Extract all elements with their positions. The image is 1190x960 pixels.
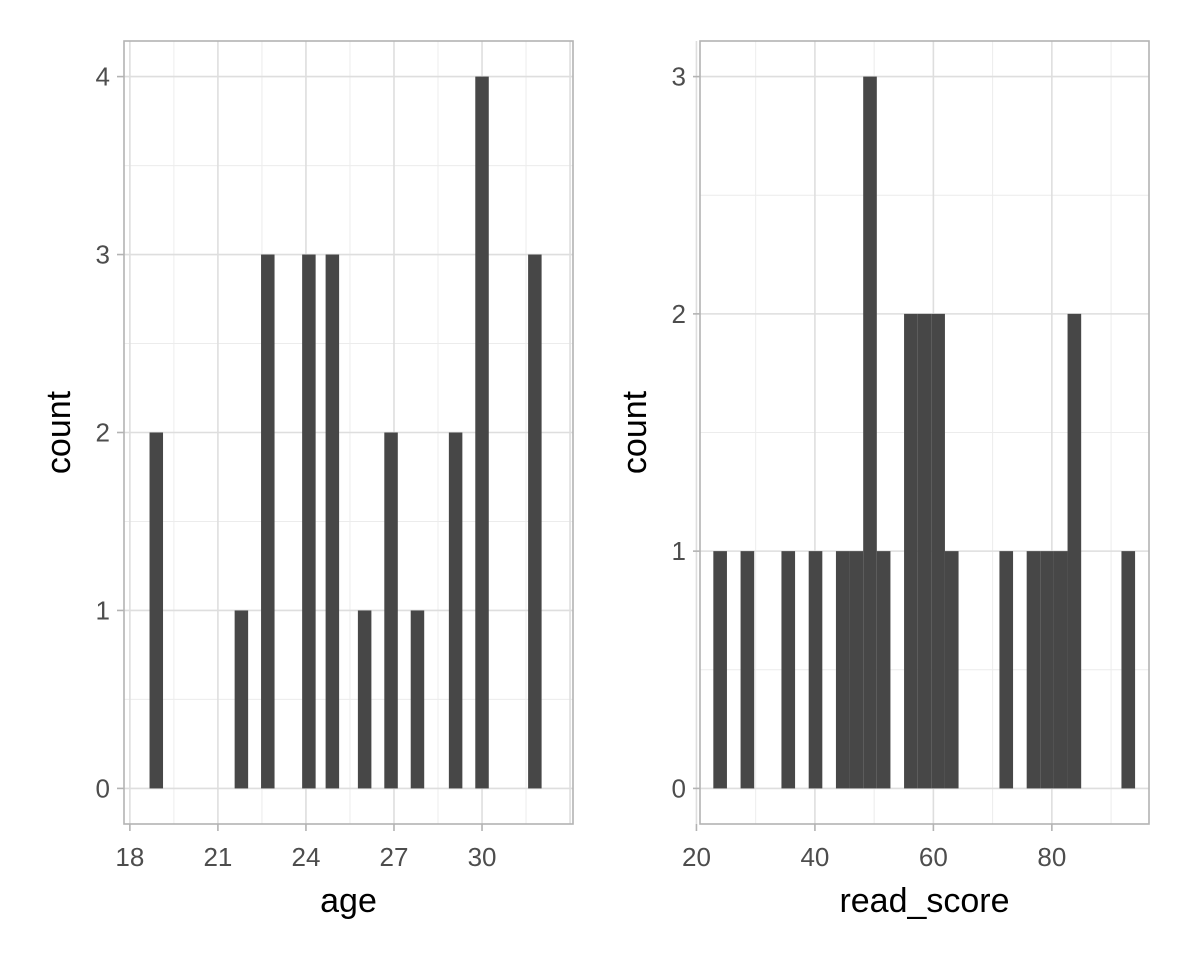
histogram-bar <box>931 313 945 789</box>
age-histogram-panel: 18 21 24 27 30 0 1 2 3 4 age count <box>40 40 574 920</box>
panel-border <box>699 40 1150 825</box>
y-tick-label: 1 <box>96 595 110 625</box>
histogram-bar <box>261 254 275 789</box>
x-tick-label: 20 <box>682 842 711 872</box>
y-tick-label: 0 <box>96 773 110 803</box>
x-tick-label: 80 <box>1037 842 1066 872</box>
y-tick-label: 2 <box>672 299 686 329</box>
histogram-bar <box>808 551 823 789</box>
histogram-bar <box>384 432 398 789</box>
histogram-bar <box>475 76 489 789</box>
histogram-bar <box>863 76 877 789</box>
histogram-bar <box>1026 551 1041 789</box>
x-tick-label: 60 <box>919 842 948 872</box>
x-tick-label: 24 <box>291 842 320 872</box>
y-tick-label: 1 <box>672 536 686 566</box>
y-tick-label: 3 <box>672 62 686 92</box>
histogram-bar <box>876 551 891 789</box>
y-axis-title: count <box>616 390 654 474</box>
x-tick-label: 27 <box>380 842 409 872</box>
y-axis-title: count <box>40 390 78 474</box>
histogram-bar <box>1067 313 1082 789</box>
x-axis-title: age <box>320 882 377 920</box>
y-tick-label: 4 <box>96 62 110 92</box>
histogram-bar <box>944 551 959 789</box>
histogram-bar <box>849 551 864 789</box>
histogram-bar <box>234 610 249 789</box>
histogram-bar <box>1053 551 1068 789</box>
histogram-bar <box>149 432 164 789</box>
histogram-bar <box>410 610 425 789</box>
histogram-bar <box>740 551 755 789</box>
histogram-bar <box>325 254 340 789</box>
x-tick-label: 40 <box>800 842 829 872</box>
histogram-bar <box>1121 551 1136 789</box>
histogram-bar <box>904 313 918 789</box>
x-tick-label: 30 <box>468 842 497 872</box>
histogram-bar <box>357 610 372 789</box>
histogram-bar <box>448 432 463 789</box>
y-tick-label: 2 <box>96 418 110 448</box>
x-tick-label: 18 <box>115 842 144 872</box>
histogram-bar <box>781 551 796 789</box>
histogram-bar <box>917 313 932 789</box>
histogram-bar <box>302 254 316 789</box>
x-axis-title: read_score <box>839 882 1009 920</box>
y-tick-label: 3 <box>96 240 110 270</box>
histogram-bar <box>999 551 1014 789</box>
x-tick-label: 21 <box>203 842 232 872</box>
read-score-histogram-panel: 20 40 60 80 0 1 2 3 read_score count <box>616 40 1150 920</box>
histogram-bar <box>713 551 727 789</box>
histogram-bar <box>835 551 850 789</box>
histogram-bar <box>528 254 542 789</box>
histogram-bar <box>1040 551 1054 789</box>
y-tick-label: 0 <box>672 773 686 803</box>
